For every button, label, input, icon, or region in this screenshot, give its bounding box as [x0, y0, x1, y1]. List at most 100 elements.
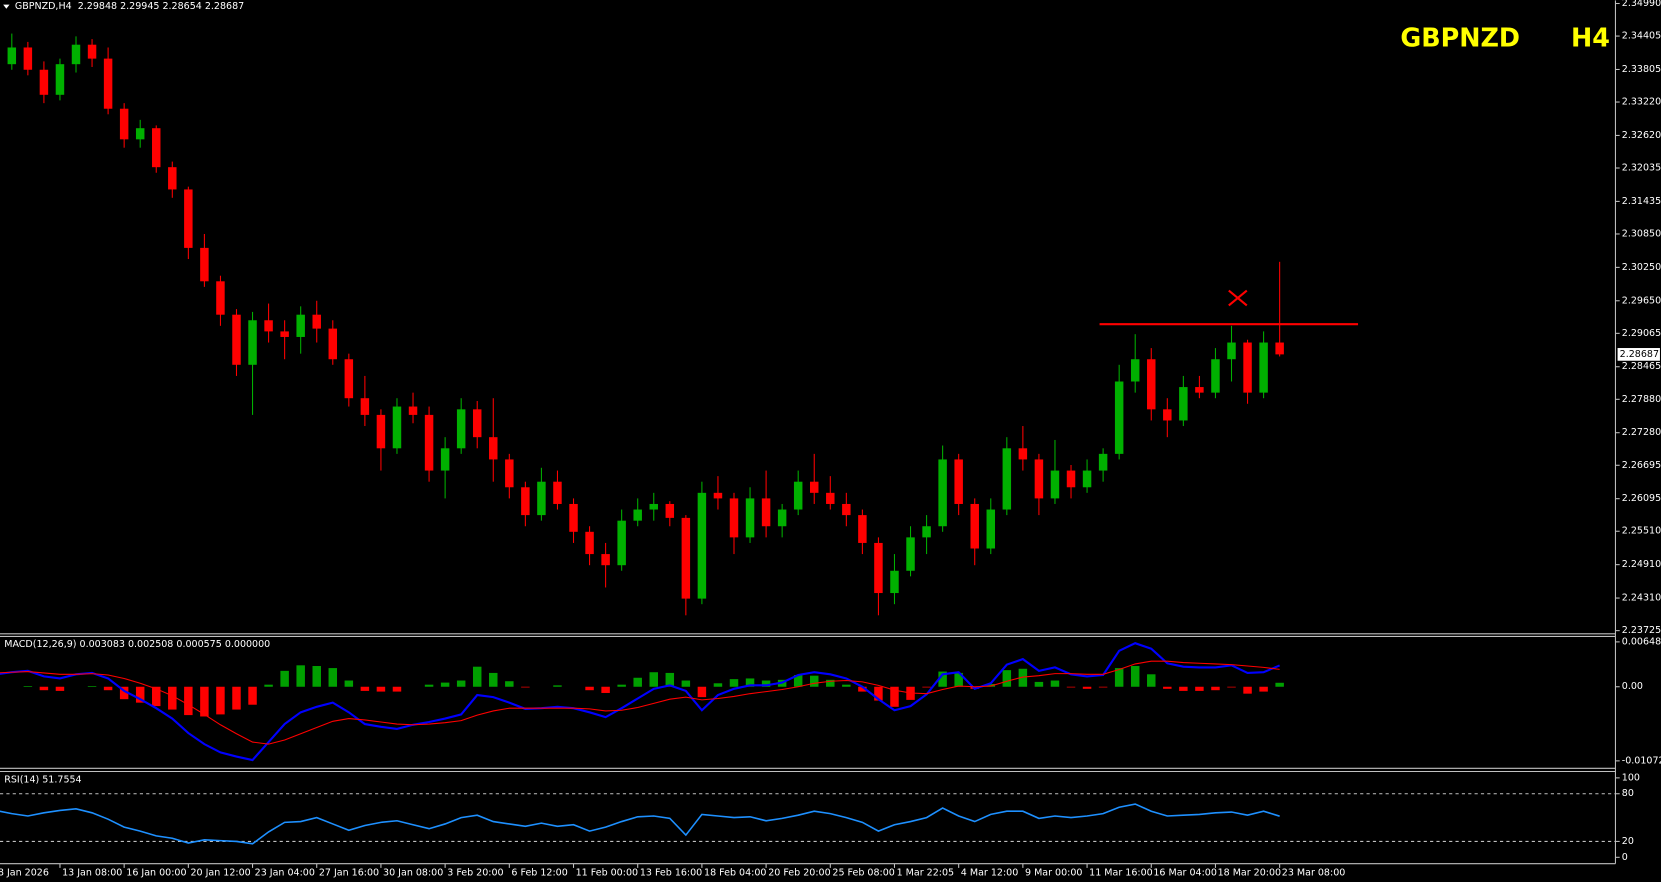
histogram-bar [456, 680, 466, 687]
x-tick-label: 16 Mar 04:00 [1153, 868, 1217, 879]
histogram-bar [264, 684, 273, 687]
candle-body [440, 448, 450, 471]
candle-body [874, 542, 883, 594]
candle-body [697, 492, 707, 599]
x-tick-label: 9 Mar 00:00 [1025, 868, 1082, 879]
y-tick-label: 2.33220 [1622, 97, 1661, 108]
candle-body [184, 189, 193, 248]
candle-body [681, 517, 691, 599]
chart-header: GBPNZD,H4 2.29848 2.29945 2.28654 2.2868… [15, 1, 244, 12]
candle-body [1130, 359, 1140, 382]
x-tick-label: 16 Jan 00:00 [126, 868, 186, 879]
histogram-bar [617, 684, 626, 687]
candle-body [23, 47, 33, 70]
candle-body [1018, 448, 1028, 460]
histogram-bar [1130, 666, 1140, 687]
current-price-box [1617, 348, 1660, 361]
histogram-bar [633, 677, 642, 687]
menu-arrow[interactable] [3, 4, 10, 9]
histogram-bar [858, 686, 867, 692]
x-tick-label: 20 Feb 20:00 [768, 868, 830, 879]
histogram-bar [826, 679, 835, 687]
candle-body [505, 459, 514, 488]
y-tick-label: 2.26695 [1622, 460, 1661, 471]
histogram-bar [922, 686, 931, 688]
candle-body [826, 492, 835, 504]
histogram-bar [1002, 670, 1012, 687]
candle-body [119, 108, 129, 140]
candle-body [1195, 387, 1204, 393]
x-tick-label: 8 Jan 2026 [0, 868, 49, 879]
x-tick-label: 11 Feb 00:00 [576, 868, 638, 879]
candle-body [1034, 459, 1044, 499]
candle-body [216, 281, 225, 315]
histogram-bar [681, 680, 691, 687]
x-tick-label: 6 Feb 12:00 [511, 868, 567, 879]
histogram-bar [489, 672, 498, 687]
candle-body [392, 406, 402, 449]
candle-body [713, 492, 723, 499]
candle-body [472, 409, 482, 438]
candle-body [842, 503, 851, 516]
x-tick-label: 11 Mar 16:00 [1089, 868, 1153, 879]
histogram-bar [87, 686, 97, 687]
candle-body [601, 554, 610, 566]
candle-body [906, 537, 915, 571]
histogram-bar [1195, 686, 1204, 691]
candle-body [665, 503, 675, 518]
candle-body [986, 509, 996, 549]
histogram-bar [248, 686, 257, 705]
candle-body [360, 398, 370, 415]
histogram-bar [697, 686, 707, 698]
histogram-bar [938, 671, 947, 687]
histogram-bar [23, 686, 33, 687]
candle-body [1050, 470, 1060, 499]
candle-body [938, 459, 947, 527]
histogram-bar [119, 686, 129, 700]
x-tick-label: 3 Feb 20:00 [447, 868, 503, 879]
x-tick-label: 20 Jan 12:00 [190, 868, 250, 879]
histogram-bar [890, 686, 899, 707]
histogram-bar [376, 686, 386, 692]
histogram-bar [874, 686, 883, 701]
x-tick-label: 1 Mar 22:05 [897, 868, 954, 879]
candle-body [87, 44, 97, 59]
y-tick-label: 2.34405 [1622, 31, 1661, 42]
histogram-bar [216, 686, 225, 715]
histogram-bar [1179, 686, 1188, 691]
candle-body [537, 481, 546, 516]
candle-body [633, 509, 642, 521]
candle-body [408, 406, 418, 415]
candle-body [1098, 453, 1108, 471]
histogram-bar [1147, 674, 1156, 687]
histogram-bar [424, 684, 434, 687]
histogram-bar [842, 684, 851, 687]
y-tick-label: 2.31435 [1622, 196, 1661, 207]
histogram-bar [328, 668, 338, 687]
y-tick-label: 2.34990 [1622, 0, 1661, 9]
current-price-label: 2.28687 [1620, 349, 1659, 360]
y-tick-label: 2.32035 [1622, 163, 1661, 174]
candle-body [970, 503, 979, 549]
candle-body [1275, 342, 1284, 355]
x-tick-label: 13 Feb 16:00 [640, 868, 702, 879]
histogram-bar [55, 686, 65, 691]
candle-body [344, 359, 354, 399]
candle-body [1179, 387, 1188, 421]
candle-body [761, 498, 771, 527]
histogram-bar [761, 680, 771, 687]
histogram-bar [168, 686, 177, 710]
y-tick-label: 0 [1622, 852, 1628, 863]
candle-body [793, 481, 803, 510]
histogram-bar [296, 665, 305, 687]
candle-body [858, 515, 867, 543]
histogram-bar [184, 686, 193, 716]
candle-body [264, 320, 273, 332]
candle-body [1227, 342, 1236, 360]
histogram-bar [1275, 682, 1284, 687]
histogram-bar [392, 686, 402, 692]
candle-body [1259, 342, 1268, 393]
y-tick-label: 2.28465 [1622, 361, 1661, 372]
x-tick-label: 18 Feb 04:00 [704, 868, 766, 879]
